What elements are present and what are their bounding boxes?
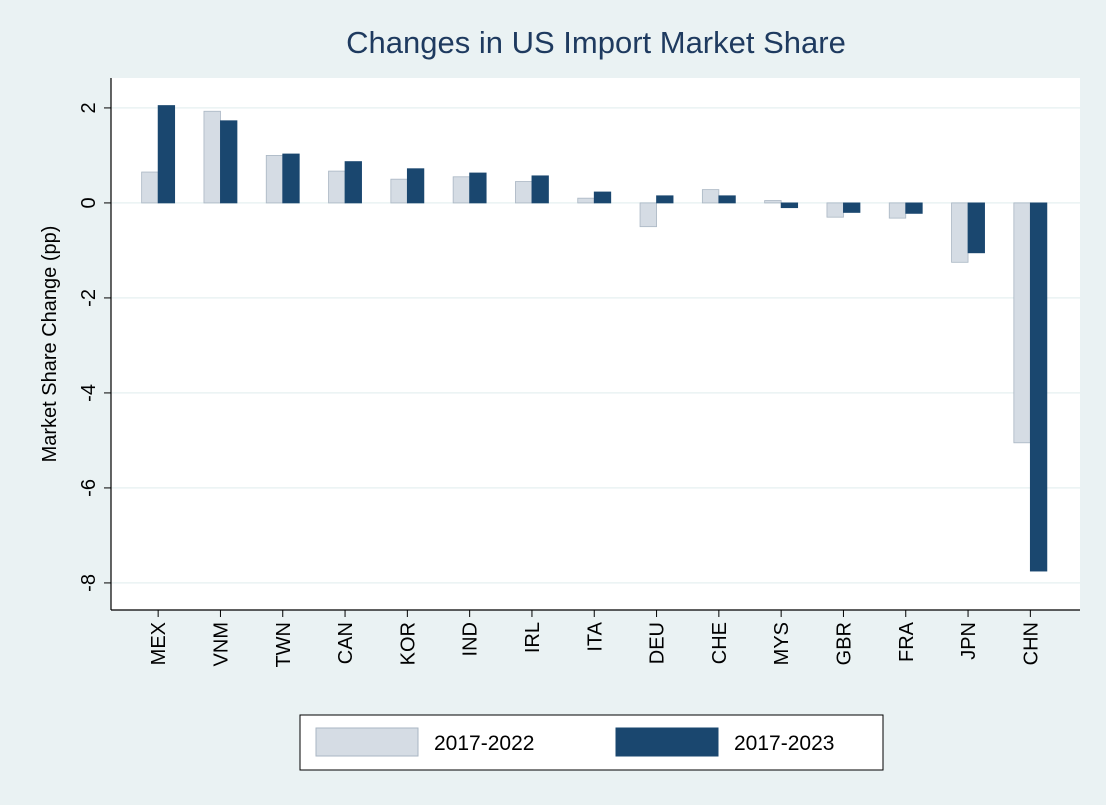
bar [469, 172, 487, 204]
x-tick-label: VNM [210, 622, 232, 666]
plot-area [111, 78, 1080, 610]
bar [406, 168, 425, 204]
bar [905, 202, 923, 214]
x-tick-label: MEX [148, 622, 170, 665]
bar [1013, 202, 1031, 444]
bar [220, 120, 238, 204]
x-tick-label: DEU [647, 622, 669, 664]
bar [157, 105, 176, 204]
legend-label: 2017-2023 [734, 732, 834, 755]
bar [967, 202, 985, 254]
bar [764, 200, 782, 204]
x-tick-label: IRL [522, 622, 544, 653]
bar [390, 178, 408, 204]
bar [515, 181, 533, 204]
x-tick-label: MYS [771, 622, 793, 665]
bar [328, 170, 346, 204]
bar [1029, 202, 1048, 572]
y-tick-label: -8 [78, 574, 100, 592]
y-tick-label: -4 [78, 384, 100, 402]
bar [843, 202, 861, 213]
bar [639, 202, 657, 228]
x-tick-label: CAN [335, 622, 357, 664]
y-tick-label: 2 [78, 102, 100, 113]
bar [531, 175, 549, 204]
bar [826, 202, 844, 218]
y-tick-label: -2 [78, 289, 100, 307]
bars [141, 105, 1048, 572]
x-tick-label: ITA [584, 621, 606, 651]
bar [951, 202, 969, 263]
bar [265, 155, 284, 204]
bar [344, 161, 362, 204]
bar [656, 195, 674, 204]
bar [593, 191, 612, 204]
bar [718, 195, 736, 204]
bar [888, 202, 907, 219]
legend-swatch [615, 727, 719, 757]
legend-swatch [315, 727, 419, 757]
x-tick-label: IND [460, 622, 482, 656]
x-tick-label: JPN [958, 622, 980, 660]
bar [141, 171, 159, 204]
chart-title: Changes in US Import Market Share [346, 25, 846, 60]
grid [111, 107, 1080, 584]
bar [282, 153, 300, 204]
bar [577, 197, 595, 204]
y-tick-label: -6 [78, 479, 100, 497]
bar [780, 202, 799, 209]
y-tick-label: 0 [78, 197, 100, 208]
legend-label: 2017-2022 [434, 732, 534, 755]
y-axis-label: Market Share Change (pp) [39, 226, 61, 463]
legend-items: 2017-2022 2017-2023 [315, 727, 834, 757]
x-tick-label: GBR [833, 622, 855, 665]
x-tick-label: KOR [397, 622, 419, 665]
x-tick-label: TWN [273, 622, 295, 668]
bar [203, 110, 221, 204]
bar [452, 176, 471, 204]
x-tick-label: FRA [896, 621, 918, 662]
x-tick-label: CHE [709, 622, 731, 664]
x-tick-label: CHN [1020, 622, 1042, 665]
bar [701, 189, 720, 204]
